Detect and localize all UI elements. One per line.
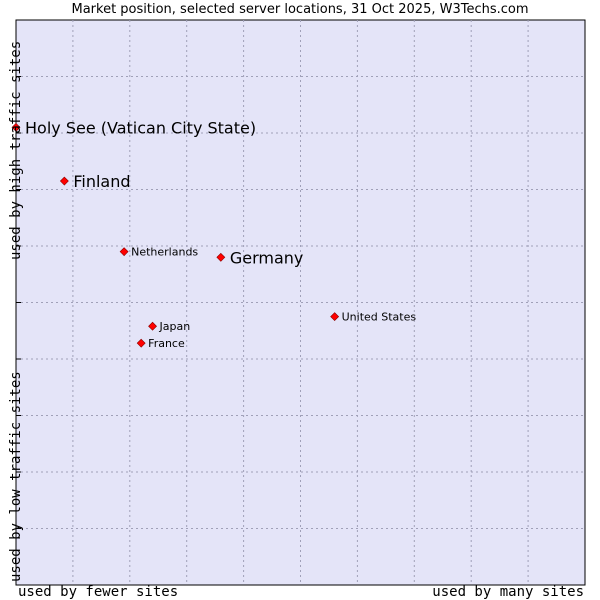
point-marker-united-states	[330, 312, 340, 322]
point-label-finland: Finland	[73, 172, 130, 191]
point-label-germany: Germany	[230, 248, 304, 267]
point-marker-france	[136, 338, 146, 348]
point-label-holy-see-vatican-city-state: Holy See (Vatican City State)	[25, 118, 256, 137]
chart-title: Market position, selected server locatio…	[71, 2, 529, 17]
point-label-france: France	[148, 337, 185, 350]
data-points: Holy See (Vatican City State) Finland Neth…	[11, 118, 417, 350]
point-label-united-states: United States	[342, 311, 417, 324]
y-axis-label-low: used by low traffic sites	[8, 371, 24, 582]
point-marker-finland	[59, 176, 69, 186]
y-axis-label-high: used by high traffic sites	[8, 40, 24, 260]
point-label-netherlands: Netherlands	[131, 246, 198, 259]
point-marker-netherlands	[119, 247, 129, 257]
grid-lines	[16, 20, 585, 585]
x-axis-label-many: used by many sites	[432, 584, 584, 600]
point-marker-holy-see-vatican-city-state	[11, 122, 21, 132]
x-axis-label-fewer: used by fewer sites	[18, 584, 179, 600]
point-label-japan: Japan	[159, 320, 191, 333]
point-marker-japan	[148, 321, 157, 331]
point-marker-germany	[216, 252, 226, 262]
